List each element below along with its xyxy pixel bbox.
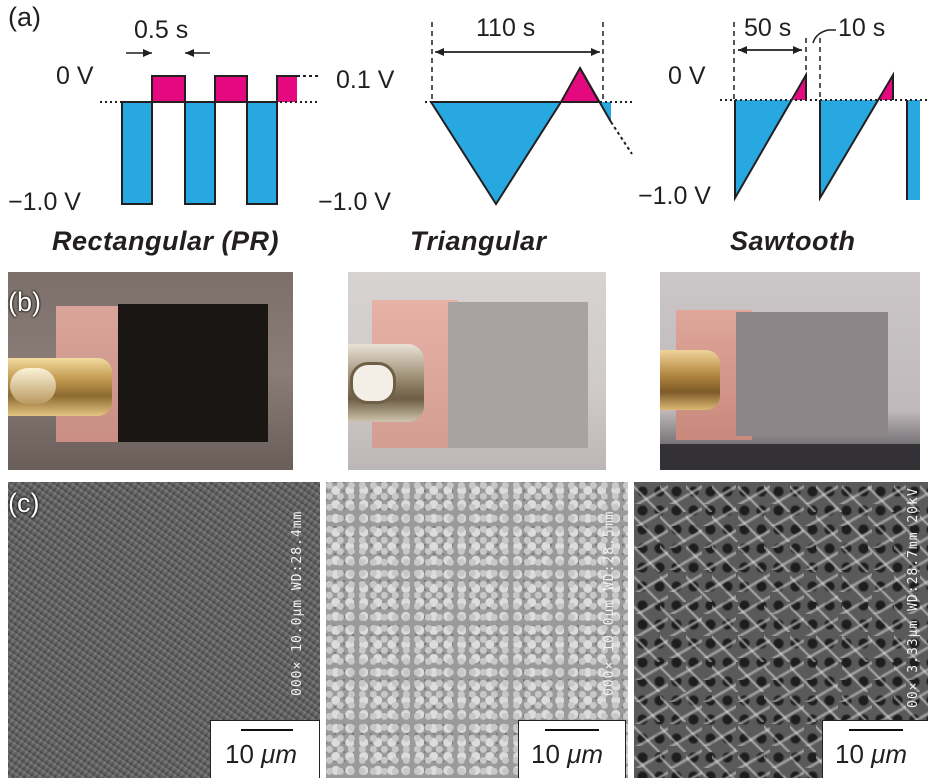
voltage-bottom-saw: −1.0 V [638,182,711,210]
sem-meta-sawtooth: 00× 3.33μm WD:28.7mm 20kV [906,487,921,708]
scale-label-triangular: 10 μm [531,739,604,769]
duration-label-tri: 110 s [476,14,536,42]
sem-image-triangular: 000× 10.0μm WD:28.5mm 10 μm [326,482,628,778]
voltage-top-tri: 0.1 V [336,66,395,94]
scale-label-sawtooth: 10 μm [835,739,908,769]
duration-label-saw-50: 50 s [744,14,792,42]
duration-label-rect: 0.5 s [134,16,189,44]
waveform-title-rect: Rectangular (PR) [52,226,280,256]
sem-meta-rectangular: 000× 10.0μm WD:28.4mm [290,510,305,696]
scale-bar-rectangular [241,729,293,731]
sample-photo-rectangular [8,272,293,470]
scale-label-rectangular: 10 μm [225,739,298,769]
duration-label-saw-10: 10 s [838,14,886,42]
sem-meta-triangular: 000× 10.0μm WD:28.5mm [602,510,617,696]
waveform-title-saw: Sawtooth [730,226,856,256]
voltage-bottom-rect: −1.0 V [8,188,81,216]
sample-photo-triangular [348,272,606,470]
sawtooth-waveform [720,22,928,202]
waveform-diagram [100,22,928,206]
voltage-top-saw: 0 V [668,62,706,90]
scale-bar-box-triangular: 10 μm [518,720,626,778]
voltage-top-rect: 0 V [56,62,94,90]
voltage-bottom-tri: −1.0 V [318,188,391,216]
panel-label-b: (b) [8,287,41,317]
sample-photo-sawtooth [660,272,920,470]
panel-label-c: (c) [8,488,40,518]
scale-bar-box-rectangular: 10 μm [210,720,320,778]
scale-bar-box-sawtooth: 10 μm [822,720,928,778]
sem-image-rectangular: 000× 10.0μm WD:28.4mm 10 μm [8,482,320,778]
triangular-waveform [425,22,635,206]
rectangular-waveform [100,49,320,205]
scale-bar-sawtooth [849,729,903,731]
scale-bar-triangular [545,729,599,731]
sem-image-sawtooth: 00× 3.33μm WD:28.7mm 20kV 10 μm [634,482,928,778]
panel-label-a: (a) [8,2,41,32]
waveform-title-tri: Triangular [410,226,547,256]
